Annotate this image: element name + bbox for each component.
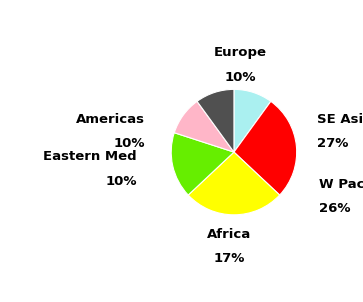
Text: Africa: Africa: [207, 228, 251, 241]
Text: 10%: 10%: [105, 175, 137, 188]
Text: W Pacific: W Pacific: [319, 178, 363, 191]
Text: 10%: 10%: [113, 137, 145, 150]
Wedge shape: [174, 101, 234, 152]
Text: 27%: 27%: [317, 137, 348, 150]
Text: Americas: Americas: [76, 113, 145, 126]
Text: SE Asia: SE Asia: [317, 113, 363, 126]
Text: 10%: 10%: [224, 71, 256, 84]
Wedge shape: [171, 133, 234, 195]
Text: Eastern Med: Eastern Med: [43, 150, 137, 163]
Wedge shape: [188, 152, 280, 215]
Wedge shape: [234, 89, 271, 152]
Text: 17%: 17%: [213, 252, 245, 265]
Wedge shape: [197, 89, 234, 152]
Wedge shape: [234, 101, 297, 195]
Text: Europe: Europe: [214, 46, 267, 59]
Text: 26%: 26%: [319, 202, 350, 215]
